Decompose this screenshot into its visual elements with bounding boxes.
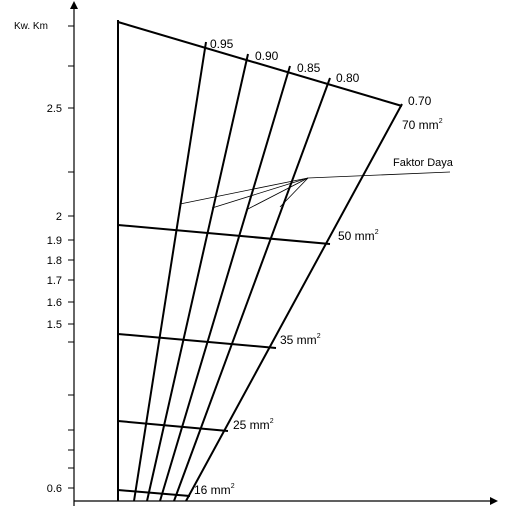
leader-line-080 [279,177,309,208]
cs-label: 50 mm2 [338,229,379,243]
y-tick-label: 1.5 [47,319,62,331]
cs-line [117,333,277,349]
leader-line-main [307,171,451,179]
y-ticks: 0.6 1.5 1.6 1.7 1.8 1.9 2 2.5 [47,25,74,495]
y-tick-label: 1.6 [47,297,62,309]
y-tick-label: 0.6 [47,483,62,495]
pf-line-070 [185,103,403,502]
cross-section-lines: 70 mm2 50 mm2 35 mm2 25 mm2 16 mm2 [117,118,443,497]
x-axis-arrow [490,497,498,505]
pf-line-090 [146,53,249,502]
pf-line-095 [133,41,207,502]
y-tick-label: 1.8 [47,255,62,267]
cs-line [117,420,229,432]
pf-line-080 [173,77,331,502]
annotation-faktor-daya: Faktor Daya [393,157,454,169]
y-tick-label: 2 [56,211,62,223]
y-tick-label: 2.5 [47,103,62,115]
pf-label: 0.90 [255,49,279,63]
pf-label: 0.70 [408,94,432,108]
y-tick-label: 1.9 [47,235,62,247]
cs-label: 35 mm2 [280,333,321,347]
cs-line [117,489,191,497]
pf-line-085 [159,65,291,502]
y-tick-label: 1.7 [47,275,62,287]
leader-line-085 [245,177,309,211]
power-factor-lines: 0.95 0.90 0.85 0.80 0.70 [133,37,432,502]
y-axis-arrow [70,1,78,9]
cs-label: 25 mm2 [233,418,274,432]
faktor-daya-leaders [179,171,451,211]
pf-label: 0.80 [336,71,360,85]
top-boundary-line [117,21,403,107]
pf-label: 0.95 [210,37,234,51]
pf-label: 0.85 [297,61,321,75]
cs-label: 16 mm2 [194,483,235,497]
leader-line-090 [211,177,309,209]
y-axis-title: Kw. Km [14,21,48,32]
cs-label: 70 mm2 [402,118,443,132]
leader-line-095 [179,177,309,205]
cs-line [117,224,331,245]
